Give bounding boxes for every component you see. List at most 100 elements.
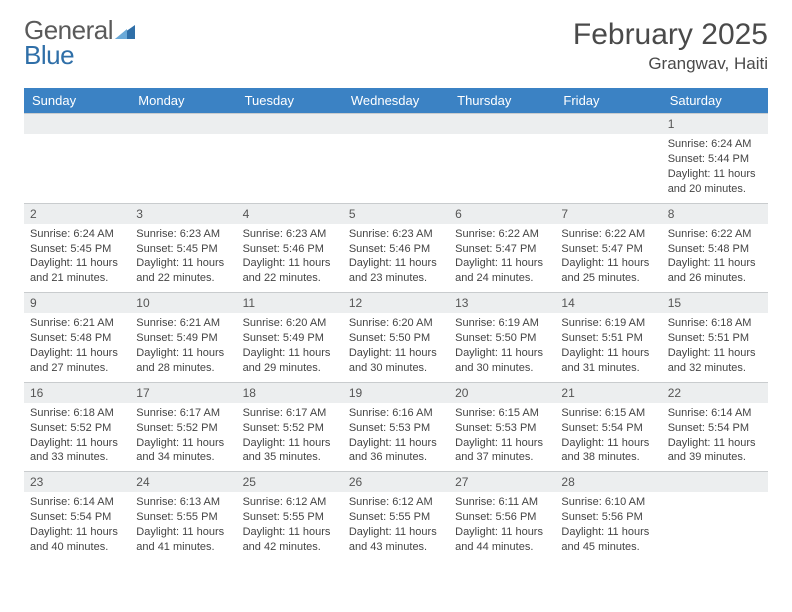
calendar-body: 1Sunrise: 6:24 AMSunset: 5:44 PMDaylight…: [24, 113, 768, 561]
sunrise-line: Sunrise: 6:19 AM: [455, 316, 549, 331]
page-header: GeneralBlue February 2025 Grangwav, Hait…: [24, 18, 768, 74]
sunrise-line: Sunrise: 6:22 AM: [561, 227, 655, 242]
sunset-line: Sunset: 5:46 PM: [243, 242, 337, 257]
day-detail: Sunrise: 6:20 AMSunset: 5:50 PMDaylight:…: [343, 313, 449, 381]
daylight-line: Daylight: 11 hours and 39 minutes.: [668, 436, 762, 466]
sunset-line: Sunset: 5:56 PM: [455, 510, 549, 525]
daylight-line: Daylight: 11 hours and 45 minutes.: [561, 525, 655, 555]
daylight-line: Daylight: 11 hours and 29 minutes.: [243, 346, 337, 376]
sunset-line: Sunset: 5:51 PM: [561, 331, 655, 346]
day-detail: Sunrise: 6:24 AMSunset: 5:44 PMDaylight:…: [662, 134, 768, 202]
day-number-bar: [24, 113, 130, 134]
day-number-bar: 22: [662, 382, 768, 403]
day-number-bar: 1: [662, 113, 768, 134]
calendar-cell: 14Sunrise: 6:19 AMSunset: 5:51 PMDayligh…: [555, 292, 661, 382]
calendar-cell: 26Sunrise: 6:12 AMSunset: 5:55 PMDayligh…: [343, 471, 449, 561]
sunrise-line: Sunrise: 6:20 AM: [243, 316, 337, 331]
title-block: February 2025 Grangwav, Haiti: [573, 18, 768, 74]
day-detail: Sunrise: 6:22 AMSunset: 5:47 PMDaylight:…: [555, 224, 661, 292]
calendar-cell: 3Sunrise: 6:23 AMSunset: 5:45 PMDaylight…: [130, 203, 236, 293]
day-number-bar: 23: [24, 471, 130, 492]
sunset-line: Sunset: 5:45 PM: [136, 242, 230, 257]
sunrise-line: Sunrise: 6:24 AM: [30, 227, 124, 242]
calendar-cell: [237, 113, 343, 203]
sunrise-line: Sunrise: 6:14 AM: [668, 406, 762, 421]
calendar-cell: 8Sunrise: 6:22 AMSunset: 5:48 PMDaylight…: [662, 203, 768, 293]
calendar-cell: 28Sunrise: 6:10 AMSunset: 5:56 PMDayligh…: [555, 471, 661, 561]
daylight-line: Daylight: 11 hours and 40 minutes.: [30, 525, 124, 555]
sunrise-line: Sunrise: 6:10 AM: [561, 495, 655, 510]
weekday-header: Friday: [555, 88, 661, 113]
day-detail: Sunrise: 6:11 AMSunset: 5:56 PMDaylight:…: [449, 492, 555, 560]
daylight-line: Daylight: 11 hours and 34 minutes.: [136, 436, 230, 466]
calendar-cell: 13Sunrise: 6:19 AMSunset: 5:50 PMDayligh…: [449, 292, 555, 382]
weekday-header: Sunday: [24, 88, 130, 113]
sunset-line: Sunset: 5:48 PM: [30, 331, 124, 346]
daylight-line: Daylight: 11 hours and 33 minutes.: [30, 436, 124, 466]
sunset-line: Sunset: 5:55 PM: [243, 510, 337, 525]
calendar-row: 16Sunrise: 6:18 AMSunset: 5:52 PMDayligh…: [24, 382, 768, 472]
sunrise-line: Sunrise: 6:19 AM: [561, 316, 655, 331]
calendar-table: SundayMondayTuesdayWednesdayThursdayFrid…: [24, 88, 768, 561]
calendar-cell: 9Sunrise: 6:21 AMSunset: 5:48 PMDaylight…: [24, 292, 130, 382]
location-label: Grangwav, Haiti: [573, 54, 768, 74]
day-number-bar: 28: [555, 471, 661, 492]
day-detail: Sunrise: 6:22 AMSunset: 5:48 PMDaylight:…: [662, 224, 768, 292]
sunset-line: Sunset: 5:49 PM: [243, 331, 337, 346]
day-number-bar: 19: [343, 382, 449, 403]
brand-part2: Blue: [24, 40, 74, 70]
calendar-cell: 15Sunrise: 6:18 AMSunset: 5:51 PMDayligh…: [662, 292, 768, 382]
day-detail: Sunrise: 6:23 AMSunset: 5:46 PMDaylight:…: [237, 224, 343, 292]
day-detail: Sunrise: 6:21 AMSunset: 5:49 PMDaylight:…: [130, 313, 236, 381]
sunrise-line: Sunrise: 6:17 AM: [243, 406, 337, 421]
sunset-line: Sunset: 5:47 PM: [561, 242, 655, 257]
sunrise-line: Sunrise: 6:23 AM: [243, 227, 337, 242]
day-number-bar: 26: [343, 471, 449, 492]
sunrise-line: Sunrise: 6:16 AM: [349, 406, 443, 421]
weekday-header: Saturday: [662, 88, 768, 113]
calendar-cell: 7Sunrise: 6:22 AMSunset: 5:47 PMDaylight…: [555, 203, 661, 293]
calendar-row: 1Sunrise: 6:24 AMSunset: 5:44 PMDaylight…: [24, 113, 768, 203]
day-number-bar: 18: [237, 382, 343, 403]
calendar-cell: 11Sunrise: 6:20 AMSunset: 5:49 PMDayligh…: [237, 292, 343, 382]
sunset-line: Sunset: 5:52 PM: [30, 421, 124, 436]
weekday-header: Wednesday: [343, 88, 449, 113]
calendar-cell: [24, 113, 130, 203]
sunrise-line: Sunrise: 6:15 AM: [561, 406, 655, 421]
day-number-bar: [662, 471, 768, 492]
brand-triangle-icon: [115, 18, 135, 43]
sunset-line: Sunset: 5:52 PM: [243, 421, 337, 436]
daylight-line: Daylight: 11 hours and 44 minutes.: [455, 525, 549, 555]
day-detail: Sunrise: 6:20 AMSunset: 5:49 PMDaylight:…: [237, 313, 343, 381]
sunset-line: Sunset: 5:53 PM: [349, 421, 443, 436]
sunset-line: Sunset: 5:50 PM: [455, 331, 549, 346]
day-number-bar: 5: [343, 203, 449, 224]
day-detail: Sunrise: 6:21 AMSunset: 5:48 PMDaylight:…: [24, 313, 130, 381]
sunset-line: Sunset: 5:48 PM: [668, 242, 762, 257]
daylight-line: Daylight: 11 hours and 20 minutes.: [668, 167, 762, 197]
day-number-bar: 25: [237, 471, 343, 492]
daylight-line: Daylight: 11 hours and 25 minutes.: [561, 256, 655, 286]
sunset-line: Sunset: 5:50 PM: [349, 331, 443, 346]
daylight-line: Daylight: 11 hours and 28 minutes.: [136, 346, 230, 376]
sunset-line: Sunset: 5:52 PM: [136, 421, 230, 436]
day-number-bar: 17: [130, 382, 236, 403]
sunset-line: Sunset: 5:55 PM: [136, 510, 230, 525]
day-detail: Sunrise: 6:23 AMSunset: 5:46 PMDaylight:…: [343, 224, 449, 292]
daylight-line: Daylight: 11 hours and 31 minutes.: [561, 346, 655, 376]
daylight-line: Daylight: 11 hours and 30 minutes.: [349, 346, 443, 376]
day-number-bar: 9: [24, 292, 130, 313]
daylight-line: Daylight: 11 hours and 23 minutes.: [349, 256, 443, 286]
daylight-line: Daylight: 11 hours and 26 minutes.: [668, 256, 762, 286]
day-number-bar: 3: [130, 203, 236, 224]
daylight-line: Daylight: 11 hours and 43 minutes.: [349, 525, 443, 555]
calendar-cell: 16Sunrise: 6:18 AMSunset: 5:52 PMDayligh…: [24, 382, 130, 472]
day-number-bar: 4: [237, 203, 343, 224]
calendar-cell: 1Sunrise: 6:24 AMSunset: 5:44 PMDaylight…: [662, 113, 768, 203]
daylight-line: Daylight: 11 hours and 21 minutes.: [30, 256, 124, 286]
weekday-header-row: SundayMondayTuesdayWednesdayThursdayFrid…: [24, 88, 768, 113]
sunrise-line: Sunrise: 6:22 AM: [455, 227, 549, 242]
day-detail: Sunrise: 6:17 AMSunset: 5:52 PMDaylight:…: [237, 403, 343, 471]
sunrise-line: Sunrise: 6:23 AM: [136, 227, 230, 242]
daylight-line: Daylight: 11 hours and 37 minutes.: [455, 436, 549, 466]
